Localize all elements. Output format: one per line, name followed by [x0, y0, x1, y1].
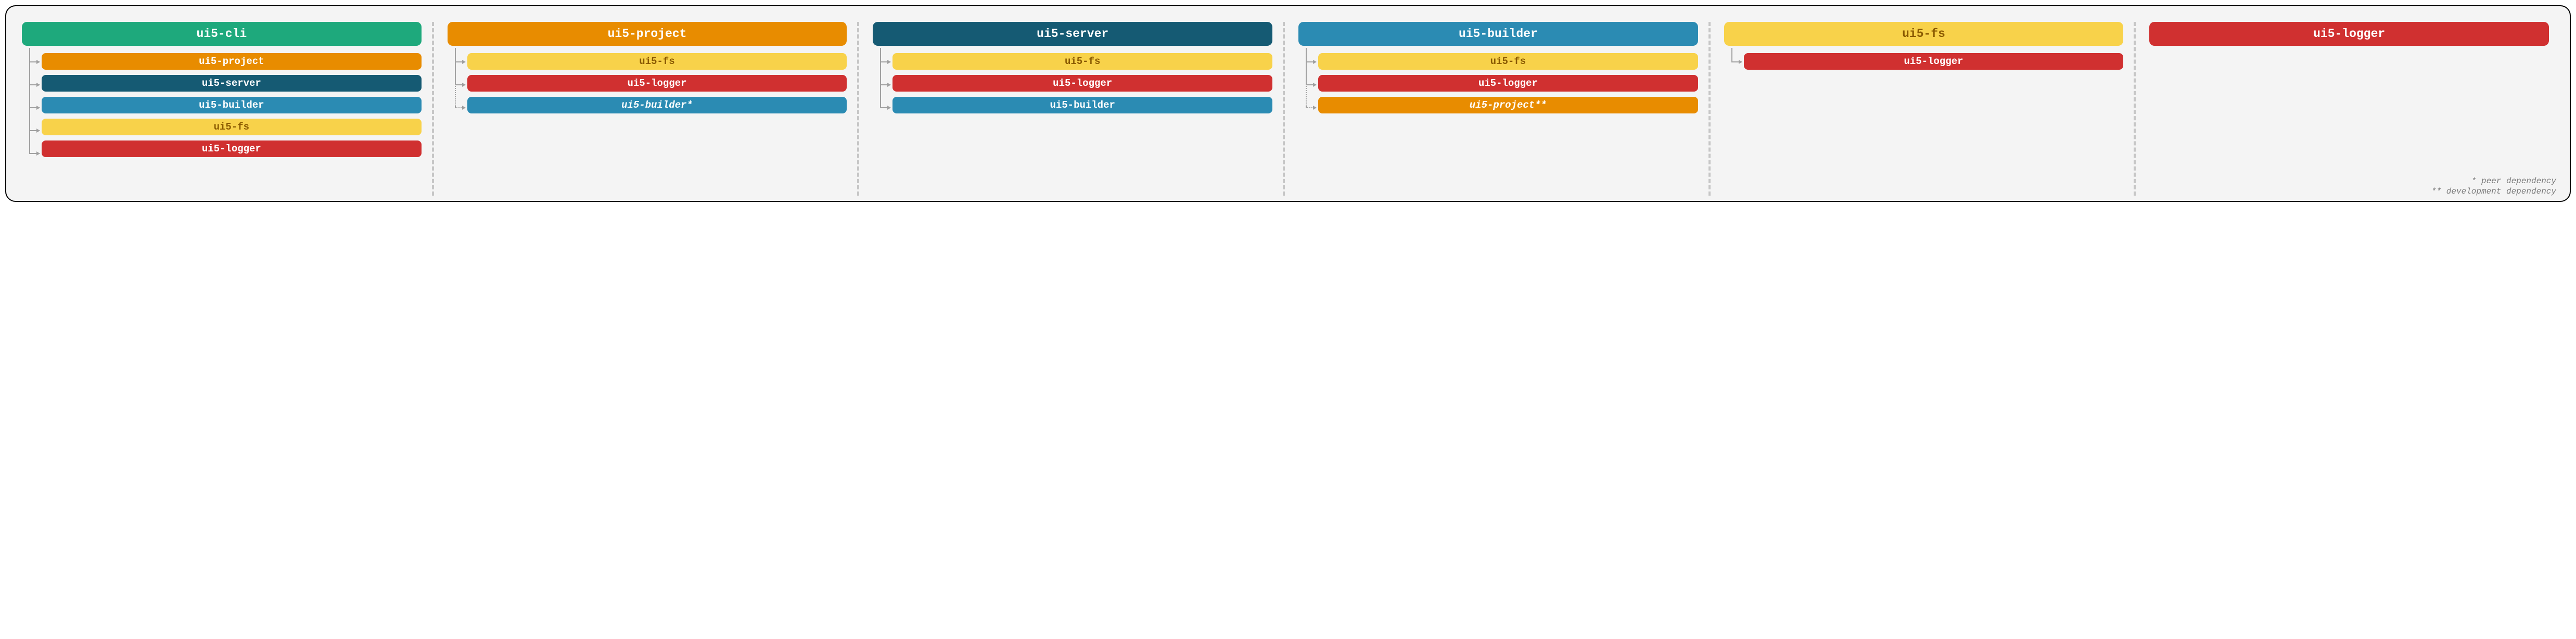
tree-arrow: [1731, 61, 1742, 62]
dep-ui5-fs: ui5-fs: [467, 53, 847, 70]
dep-ui5-logger: ui5-logger: [892, 75, 1272, 92]
tree-arrow: [1306, 84, 1316, 85]
legend-dev: ** development dependency: [2431, 186, 2556, 197]
dep-ui5-project: ui5-project: [42, 53, 422, 70]
dep-ui5-builderstar: ui5-builder*: [467, 97, 847, 113]
dep-ui5-logger: ui5-logger: [1744, 53, 2124, 70]
deps-list: ui5-project ui5-server ui5-builder ui5-fs ui…: [22, 53, 422, 157]
column-ui5-logger: ui5-logger: [2134, 22, 2559, 196]
diagram-container: ui5-cliui5-projectui5-serverui5-builderu…: [5, 5, 2571, 202]
dep-ui5-fs: ui5-fs: [42, 119, 422, 135]
tree-arrow: [880, 61, 890, 62]
column-ui5-server: ui5-server ui5-fs ui5-logger ui5-builder: [857, 22, 1283, 196]
tree-arrow: [29, 61, 40, 62]
tree-vline: [1731, 48, 1732, 61]
deps-list: ui5-fs ui5-logger ui5-project**: [1298, 53, 1698, 113]
tree-vline-dotted: [1306, 84, 1307, 107]
deps-list: ui5-fs ui5-logger ui5-builder: [873, 53, 1272, 113]
tree-vline-dotted: [455, 84, 456, 107]
tree-vline: [455, 48, 456, 84]
dep-ui5-logger: ui5-logger: [1318, 75, 1698, 92]
package-ui5-logger: ui5-logger: [2149, 22, 2549, 46]
tree-vline: [880, 48, 881, 107]
tree-arrow: [455, 107, 465, 108]
tree-arrow: [29, 130, 40, 131]
tree-vline: [29, 48, 30, 153]
tree-arrow: [1306, 61, 1316, 62]
dep-ui5-logger: ui5-logger: [42, 140, 422, 157]
dep-ui5-server: ui5-server: [42, 75, 422, 92]
dep-ui5-fs: ui5-fs: [892, 53, 1272, 70]
package-ui5-cli: ui5-cli: [22, 22, 422, 46]
legend: * peer dependency ** development depende…: [2431, 176, 2556, 197]
tree-arrow: [29, 153, 40, 154]
tree-arrow: [455, 61, 465, 62]
package-ui5-project: ui5-project: [448, 22, 847, 46]
tree-vline: [1306, 48, 1307, 84]
dep-ui5-logger: ui5-logger: [467, 75, 847, 92]
dep-ui5-fs: ui5-fs: [1318, 53, 1698, 70]
tree-arrow: [29, 107, 40, 108]
package-ui5-server: ui5-server: [873, 22, 1272, 46]
dep-ui5-builder: ui5-builder: [892, 97, 1272, 113]
column-ui5-builder: ui5-builder ui5-fs ui5-logger ui5-project**: [1283, 22, 1708, 196]
package-ui5-fs: ui5-fs: [1724, 22, 2124, 46]
column-ui5-project: ui5-project ui5-fs ui5-logger ui5-builder*: [432, 22, 858, 196]
deps-list: ui5-logger: [1724, 53, 2124, 70]
dep-ui5-builder: ui5-builder: [42, 97, 422, 113]
tree-arrow: [1306, 107, 1316, 108]
legend-peer: * peer dependency: [2431, 176, 2556, 186]
package-ui5-builder: ui5-builder: [1298, 22, 1698, 46]
column-ui5-fs: ui5-fs ui5-logger: [1708, 22, 2134, 196]
tree-arrow: [880, 84, 890, 85]
tree-arrow: [455, 84, 465, 85]
deps-list: ui5-fs ui5-logger ui5-builder*: [448, 53, 847, 113]
dep-ui5-projectstarstar: ui5-project**: [1318, 97, 1698, 113]
tree-arrow: [880, 107, 890, 108]
column-ui5-cli: ui5-cliui5-projectui5-serverui5-builderu…: [22, 22, 432, 196]
tree-arrow: [29, 84, 40, 85]
